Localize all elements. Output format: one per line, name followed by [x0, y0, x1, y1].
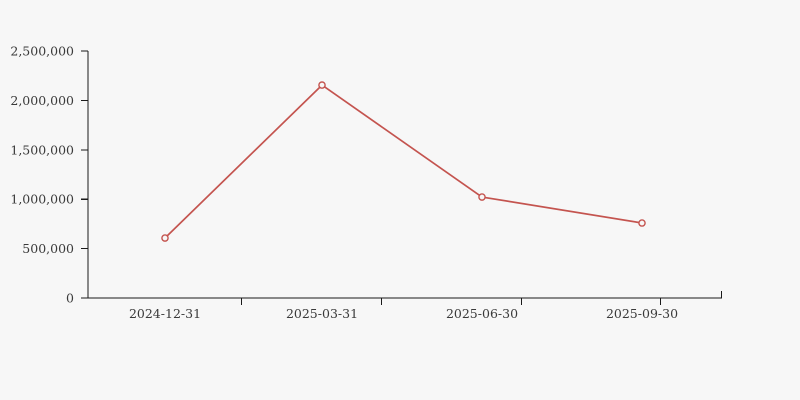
y-tick-label-0: 0	[66, 291, 74, 306]
data-point-marker-0[interactable]	[161, 234, 169, 242]
x-axis-tick-labels: 2024-12-31 2025-03-31 2025-06-30 2025-09…	[129, 306, 678, 321]
y-tick-label-2: 1,000,000	[10, 192, 74, 207]
y-axis-tick-labels: 0 500,000 1,000,000 1,500,000 2,000,000 …	[10, 44, 74, 306]
data-series-group	[161, 81, 646, 242]
y-axis-ticks	[81, 50, 88, 299]
y-tick-label-3: 1,500,000	[10, 142, 74, 157]
y-tick-label-5: 2,500,000	[10, 44, 74, 59]
x-tick-label-3: 2025-09-30	[606, 306, 678, 321]
x-tick-label-1: 2025-03-31	[286, 306, 358, 321]
data-series-line	[164, 84, 643, 239]
data-point-marker-2[interactable]	[478, 193, 486, 201]
x-axis-ticks	[240, 291, 723, 305]
x-tick-label-0: 2024-12-31	[129, 306, 201, 321]
y-tick-label-4: 2,000,000	[10, 93, 74, 108]
y-tick-label-1: 500,000	[22, 241, 74, 256]
x-axis: 2024-12-31 2025-03-31 2025-06-30 2025-09…	[88, 291, 723, 321]
y-axis: 0 500,000 1,000,000 1,500,000 2,000,000 …	[10, 44, 89, 306]
data-point-markers	[161, 81, 646, 242]
x-tick-label-2: 2025-06-30	[446, 306, 518, 321]
data-point-marker-1[interactable]	[318, 81, 326, 89]
data-point-marker-3[interactable]	[638, 219, 646, 227]
